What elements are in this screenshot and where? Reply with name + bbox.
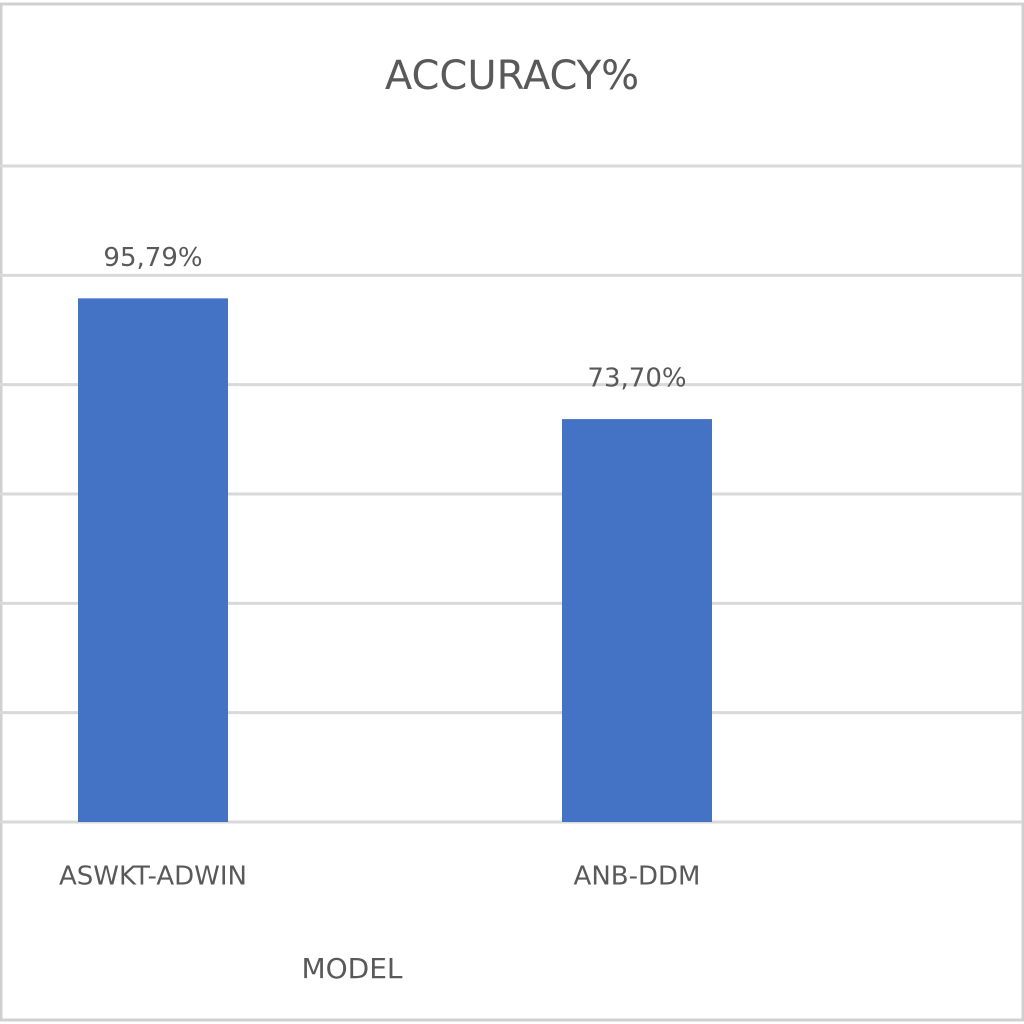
bar xyxy=(78,298,228,822)
bar xyxy=(562,419,712,822)
data-label: 95,79% xyxy=(103,243,202,273)
chart-title: ACCURACY% xyxy=(385,53,639,99)
x-axis-title: MODEL xyxy=(301,952,402,985)
data-label: 73,70% xyxy=(587,364,686,394)
x-tick-label: ASWKT-ADWIN xyxy=(59,862,247,892)
x-tick-label: ANB-DDM xyxy=(574,862,701,892)
